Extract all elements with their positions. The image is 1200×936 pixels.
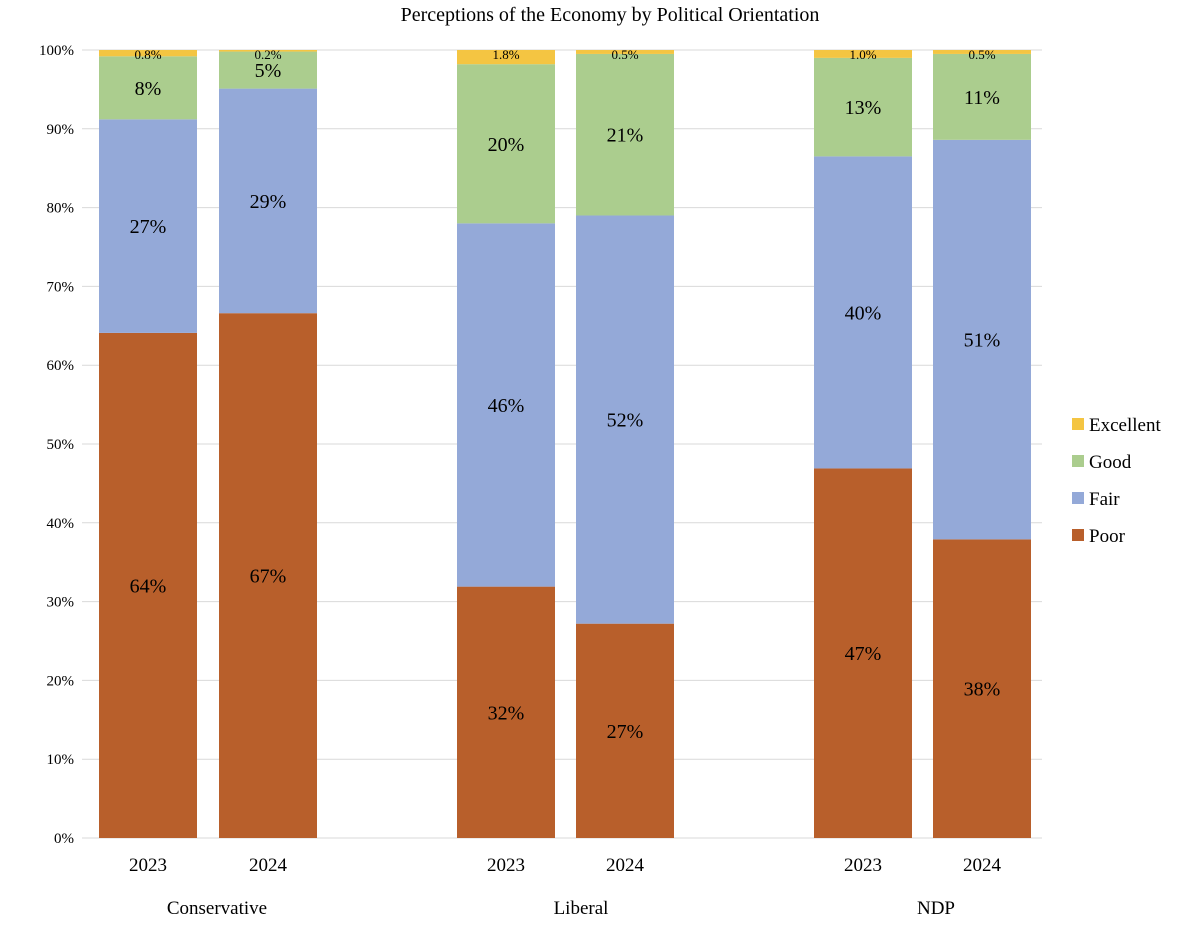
bar-segment-excellent: [219, 50, 317, 52]
legend-swatch-good: [1072, 455, 1084, 467]
bar-segment-fair: [933, 139, 1031, 540]
group-labels: Conservative Liberal NDP: [167, 898, 955, 919]
x-tick-label: 2023: [844, 855, 882, 876]
bar-segment-good: [99, 56, 197, 120]
bar-segment-poor: [219, 313, 317, 838]
y-tick-label: 40%: [47, 516, 75, 532]
data-label-poor: 38%: [964, 679, 1001, 701]
legend-label-good: Good: [1089, 452, 1132, 473]
x-tick-label: 2023: [487, 855, 525, 876]
bar-segment-good: [933, 53, 1031, 140]
data-label-poor: 64%: [130, 575, 167, 597]
y-tick-label: 30%: [47, 595, 75, 611]
data-label-fair: 40%: [845, 302, 882, 324]
group-label: NDP: [917, 898, 955, 919]
y-tick-label: 70%: [47, 279, 75, 295]
legend-label-poor: Poor: [1089, 526, 1126, 547]
y-tick-label: 10%: [47, 752, 75, 768]
chart-title: Perceptions of the Economy by Political …: [401, 4, 820, 26]
legend-swatch-fair: [1072, 492, 1084, 504]
data-label-poor: 67%: [250, 566, 287, 588]
data-label-good: 5%: [255, 60, 282, 82]
data-label-poor: 32%: [488, 702, 525, 724]
data-label-good: 20%: [488, 134, 525, 156]
bar-segment-fair: [99, 119, 197, 333]
data-label-good: 11%: [964, 87, 1000, 109]
data-label-fair: 51%: [964, 330, 1001, 352]
bar-segment-poor: [814, 468, 912, 838]
bar-segment-poor: [457, 586, 555, 838]
x-axis-ticks: 2023 2024 2023 2024 2023 2024: [129, 855, 1002, 876]
bar-segment-good: [457, 64, 555, 224]
data-label-good: 21%: [607, 125, 644, 147]
bars: [99, 50, 1031, 838]
x-tick-label: 2024: [963, 855, 1002, 876]
data-label-excellent: 0.8%: [134, 47, 161, 62]
bar-segment-poor: [99, 332, 197, 838]
data-label-fair: 29%: [250, 191, 287, 213]
data-label-excellent: 1.8%: [492, 47, 519, 62]
x-tick-label: 2024: [249, 855, 288, 876]
bar-segment-fair: [576, 215, 674, 624]
data-label-excellent: 0.5%: [968, 47, 995, 62]
y-tick-label: 80%: [47, 201, 75, 217]
bar-segment-good: [576, 53, 674, 216]
bar-segment-poor: [933, 539, 1031, 838]
bar-segment-fair: [219, 88, 317, 314]
y-tick-label: 90%: [47, 122, 75, 138]
group-label: Liberal: [554, 898, 609, 919]
data-label-good: 8%: [135, 78, 162, 100]
y-tick-label: 0%: [54, 831, 74, 847]
bar-segment-excellent: [814, 50, 912, 58]
y-tick-label: 100%: [39, 43, 74, 59]
y-tick-label: 20%: [47, 673, 75, 689]
legend: Excellent Good Fair Poor: [1072, 415, 1161, 547]
data-label-excellent: 0.2%: [254, 47, 281, 62]
data-label-fair: 46%: [488, 395, 525, 417]
bar-segment-excellent: [457, 50, 555, 65]
y-axis-ticks: 0% 10% 20% 30% 40% 50% 60% 70% 80% 90% 100%: [39, 43, 74, 847]
bar-segment-good: [219, 51, 317, 89]
legend-swatch-excellent: [1072, 418, 1084, 430]
bar-segment-fair: [814, 156, 912, 469]
legend-swatch-poor: [1072, 529, 1084, 541]
legend-label-excellent: Excellent: [1089, 415, 1161, 436]
data-label-fair: 27%: [130, 216, 167, 238]
segment-labels: 64% 27% 8% 0.8% 67% 29% 5%0.2% 32% 46% 20% 1.8% 27%…: [130, 47, 1001, 743]
bar-segment-excellent: [99, 50, 197, 57]
y-tick-label: 60%: [47, 358, 75, 374]
group-label: Conservative: [167, 898, 267, 919]
data-label-good: 13%: [845, 97, 882, 119]
bar-segment-good: [814, 57, 912, 157]
bar-segment-excellent: [933, 50, 1031, 54]
y-tick-label: 50%: [47, 437, 75, 453]
data-label-poor: 27%: [607, 721, 644, 743]
x-tick-label: 2024: [606, 855, 645, 876]
bar-segment-poor: [576, 623, 674, 838]
legend-label-fair: Fair: [1089, 489, 1120, 510]
data-label-excellent: 0.5%: [611, 47, 638, 62]
x-tick-label: 2023: [129, 855, 167, 876]
data-label-poor: 47%: [845, 643, 882, 665]
bar-segment-excellent: [576, 50, 674, 54]
bar-segment-fair: [457, 223, 555, 587]
data-label-excellent: 1.0%: [849, 47, 876, 62]
data-label-fair: 52%: [607, 410, 644, 432]
